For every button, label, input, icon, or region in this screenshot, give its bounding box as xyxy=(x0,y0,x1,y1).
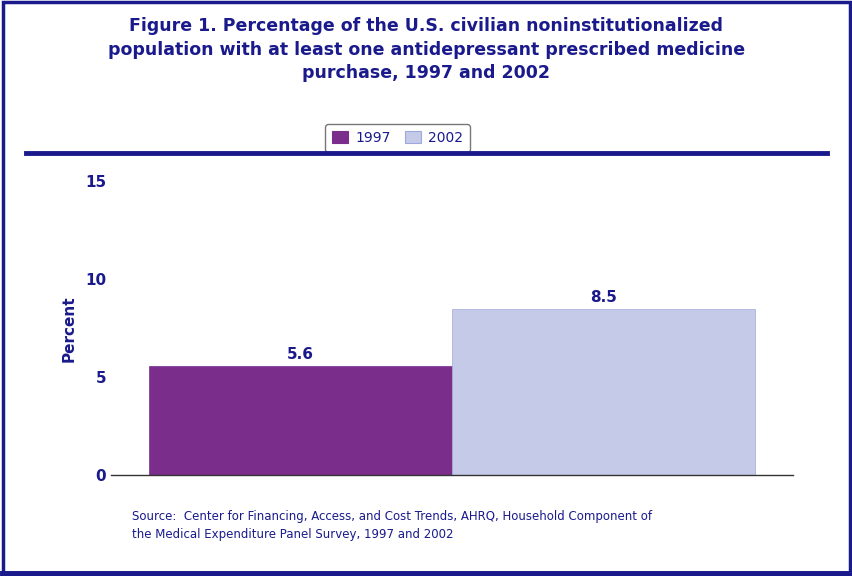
Text: Figure 1. Percentage of the U.S. civilian noninstitutionalized
population with a: Figure 1. Percentage of the U.S. civilia… xyxy=(108,17,744,82)
Y-axis label: Percent: Percent xyxy=(61,295,77,362)
Text: 8.5: 8.5 xyxy=(590,290,617,305)
Legend: 1997, 2002: 1997, 2002 xyxy=(325,124,469,151)
Text: Source:  Center for Financing, Access, and Cost Trends, AHRQ, Household Componen: Source: Center for Financing, Access, an… xyxy=(132,510,652,541)
Text: 5.6: 5.6 xyxy=(286,347,314,362)
Bar xyxy=(148,366,452,475)
Bar xyxy=(452,309,755,475)
